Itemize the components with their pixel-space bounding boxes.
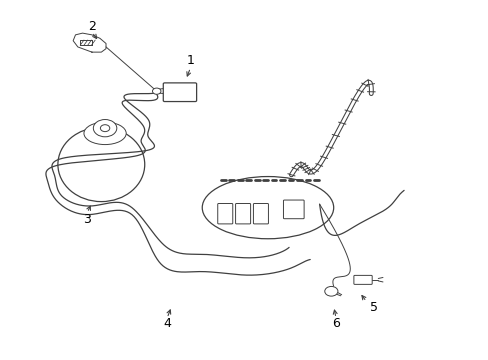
Text: 6: 6 <box>331 317 339 330</box>
FancyBboxPatch shape <box>283 200 304 219</box>
Text: 3: 3 <box>83 213 91 226</box>
Ellipse shape <box>202 176 333 239</box>
FancyBboxPatch shape <box>353 275 371 284</box>
Ellipse shape <box>58 127 144 202</box>
Text: 1: 1 <box>186 54 194 67</box>
Circle shape <box>152 88 161 94</box>
FancyBboxPatch shape <box>163 83 196 102</box>
Ellipse shape <box>84 122 126 145</box>
Circle shape <box>100 125 109 132</box>
Text: 4: 4 <box>163 317 171 330</box>
Text: 2: 2 <box>88 20 96 33</box>
FancyBboxPatch shape <box>217 203 232 224</box>
Circle shape <box>93 120 117 137</box>
FancyBboxPatch shape <box>235 203 250 224</box>
Text: 5: 5 <box>369 301 377 314</box>
Circle shape <box>324 287 337 296</box>
FancyBboxPatch shape <box>253 203 268 224</box>
